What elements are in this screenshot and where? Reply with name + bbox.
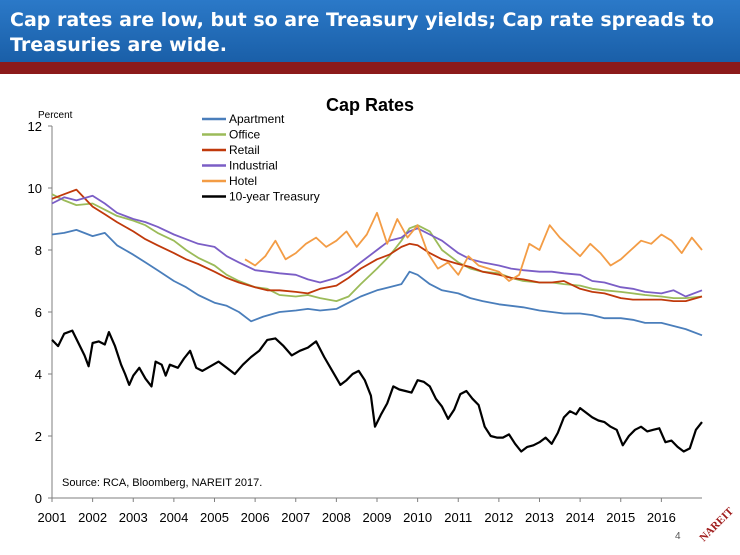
legend-label-retail: Retail [229,143,260,157]
x-tick-label: 2015 [606,510,635,525]
legend-label-10-year-treasury: 10-year Treasury [229,190,320,204]
x-tick-label: 2010 [403,510,432,525]
page-number: 4 [675,531,681,542]
legend-label-industrial: Industrial [229,159,278,173]
y-tick-label: 2 [35,429,42,444]
y-tick-label: 8 [35,243,42,258]
chart-title: Cap Rates [326,95,414,115]
chart-axes [48,125,702,502]
y-tick-label: 0 [35,491,42,506]
nareit-logo-icon: NAREIT [697,505,736,544]
x-tick-label: 2005 [200,510,229,525]
cap-rates-chart: 0 2 4 6 8 10 12 2001 2002 2003 2004 2005 2006 2007 200… [28,95,703,525]
x-tick-label: 2004 [159,510,188,525]
y-tick-label: 12 [28,119,42,134]
x-tick-label: 2001 [38,510,67,525]
svg-text:NAREIT: NAREIT [697,505,736,544]
y-axis-label: Percent [38,110,73,121]
series-line-retail [51,188,703,302]
x-tick-label: 2016 [647,510,676,525]
chart-series-lines [51,188,703,453]
x-tick-label: 2008 [322,510,351,525]
x-tick-label: 2007 [281,510,310,525]
x-tick-label: 2006 [241,510,270,525]
title-rule [0,62,740,74]
chart-tick-labels: 0 2 4 6 8 10 12 2001 2002 2003 2004 2005 2006 2007 200… [28,119,676,525]
title-banner: Cap rates are low, but so are Treasury y… [0,0,740,62]
x-tick-label: 2014 [566,510,595,525]
slide-title: Cap rates are low, but so are Treasury y… [10,9,714,56]
x-tick-label: 2002 [78,510,107,525]
series-line-office [51,193,703,302]
y-tick-label: 4 [35,367,42,382]
series-line-industrial [51,194,703,298]
legend-label-hotel: Hotel [229,174,257,188]
legend-label-office: Office [229,128,260,142]
legend-label-apartment: Apartment [229,112,285,126]
x-tick-label: 2003 [119,510,148,525]
y-tick-label: 6 [35,305,42,320]
x-tick-label: 2009 [363,510,392,525]
source-note: Source: RCA, Bloomberg, NAREIT 2017. [62,477,262,489]
x-tick-label: 2012 [484,510,513,525]
series-line-10-year-treasury [51,329,703,453]
x-tick-label: 2013 [525,510,554,525]
y-tick-label: 10 [28,181,42,196]
x-tick-label: 2011 [444,510,472,525]
series-line-hotel [244,211,703,282]
series-line-apartment [51,229,703,337]
